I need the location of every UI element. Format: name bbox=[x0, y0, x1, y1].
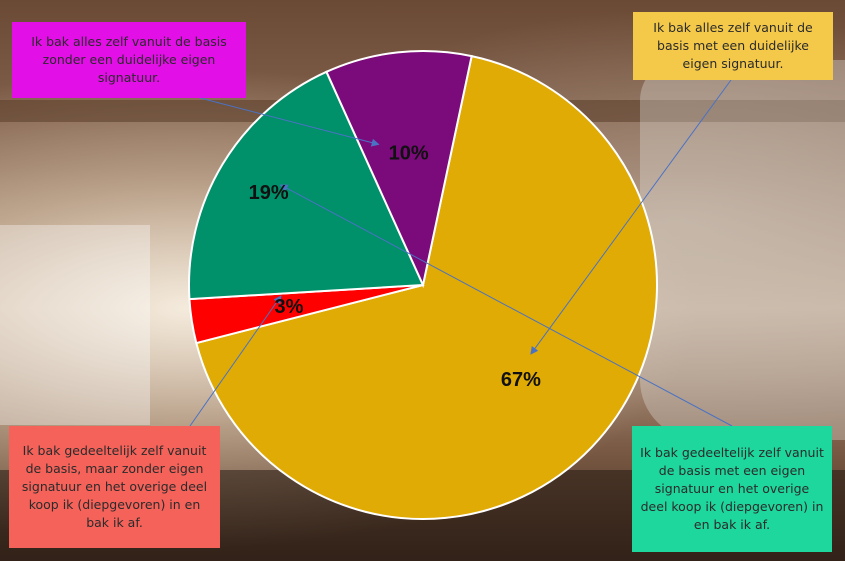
callout-red: Ik bak gedeeltelijk zelf vanuit de basis… bbox=[9, 426, 220, 548]
pct-label-10: 10% bbox=[389, 142, 429, 164]
slice-signature-full bbox=[195, 54, 658, 520]
callout-purple: Ik bak alles zelf vanuit de basis zonder… bbox=[12, 22, 246, 98]
callout-green-text: Ik bak gedeeltelijk zelf vanuit de basis… bbox=[640, 445, 824, 532]
leader-red bbox=[189, 295, 282, 427]
pct-label-67: 67% bbox=[501, 369, 541, 391]
pct-label-19: 19% bbox=[249, 182, 289, 204]
percentage-labels: 67% 3% 19% 10% bbox=[249, 142, 541, 391]
leader-gold bbox=[530, 79, 732, 355]
slice-partial-signature bbox=[188, 70, 425, 301]
background-baker bbox=[640, 60, 845, 440]
pct-label-3: 3% bbox=[274, 296, 303, 318]
pie-slices bbox=[188, 50, 658, 520]
callout-purple-text: Ik bak alles zelf vanuit de basis zonder… bbox=[31, 34, 227, 85]
slice-full-no-signature bbox=[325, 50, 473, 289]
callout-green: Ik bak gedeeltelijk zelf vanuit de basis… bbox=[632, 426, 832, 552]
callout-gold-text: Ik bak alles zelf vanuit de basis met ee… bbox=[653, 20, 813, 71]
callout-gold: Ik bak alles zelf vanuit de basis met ee… bbox=[633, 12, 833, 80]
leader-green bbox=[279, 184, 733, 427]
leader-lines bbox=[189, 79, 733, 427]
leader-purple bbox=[199, 97, 380, 147]
background-window bbox=[0, 225, 150, 425]
callout-red-text: Ik bak gedeeltelijk zelf vanuit de basis… bbox=[21, 443, 208, 530]
